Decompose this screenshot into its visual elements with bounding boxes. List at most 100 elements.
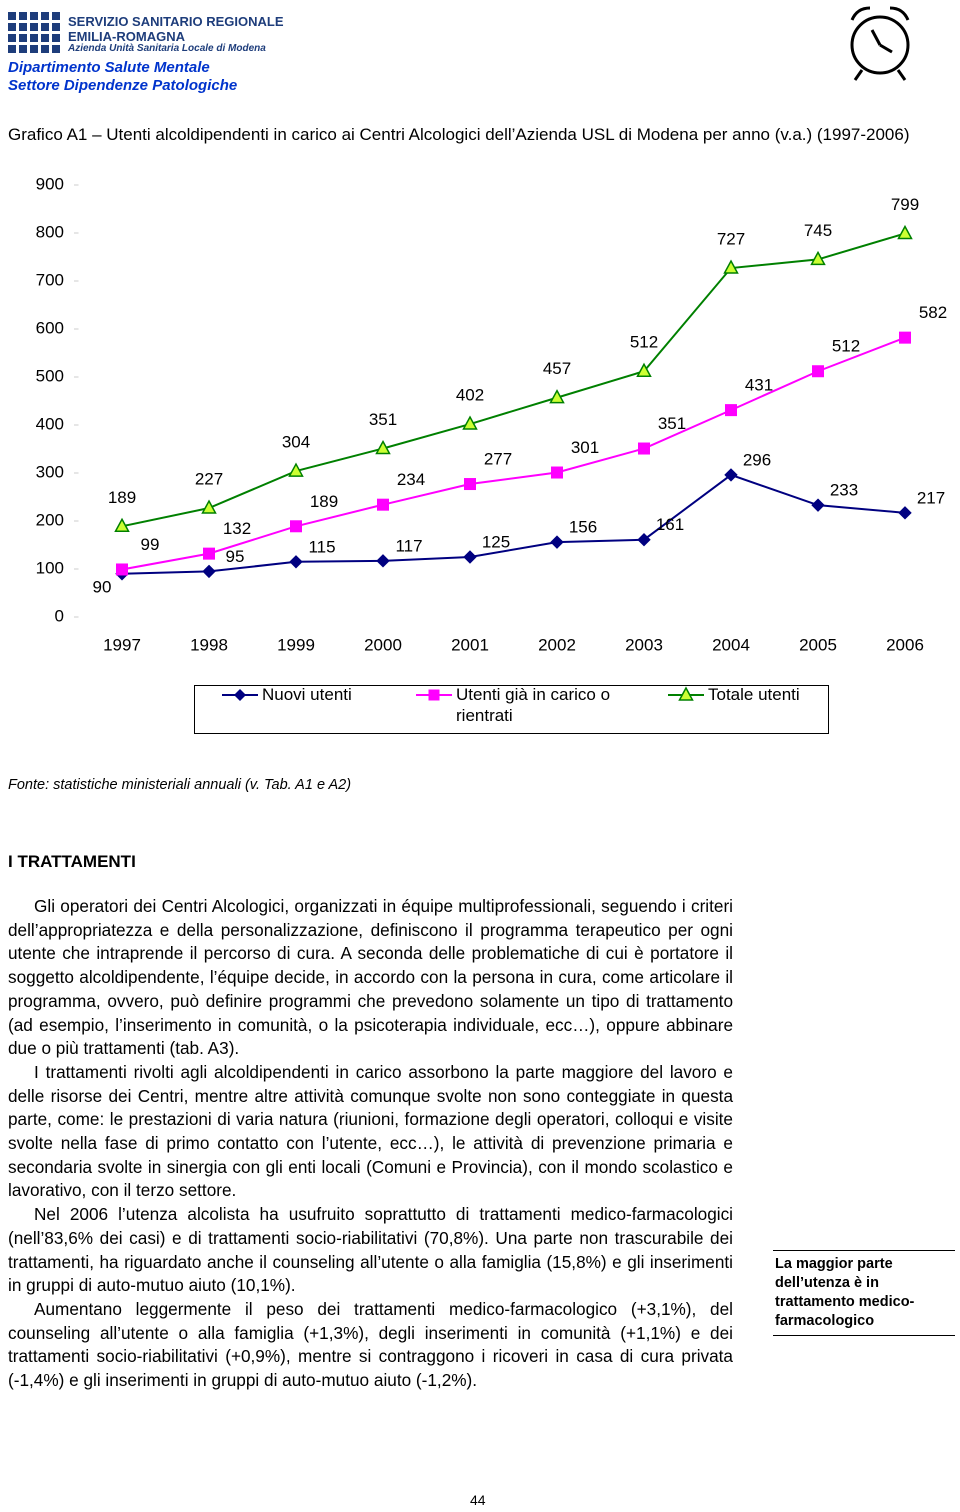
x-tick-label: 2001 [451, 635, 489, 654]
y-tick-label: 200 [36, 510, 64, 529]
legend-marker [234, 689, 246, 701]
data-label: 402 [456, 386, 484, 405]
series-line [121, 232, 906, 528]
x-tick-label: 1997 [103, 635, 141, 654]
data-point [723, 259, 739, 274]
body-text: Gli operatori dei Centri Alcologici, org… [8, 895, 733, 1393]
data-label: 512 [832, 337, 860, 356]
data-label: 161 [656, 515, 684, 534]
sidenote: La maggior parte dell’utenza è in tratta… [773, 1250, 955, 1336]
y-tick-label: 400 [36, 414, 64, 433]
data-label: 431 [745, 376, 773, 395]
data-point [289, 555, 303, 569]
data-label: 90 [93, 577, 112, 596]
data-point [376, 554, 390, 568]
data-point [290, 520, 302, 533]
data-point [377, 498, 389, 511]
y-tick-label: 800 [36, 222, 64, 241]
x-tick-label: 1998 [190, 635, 228, 654]
series-line [121, 473, 906, 575]
data-label: 233 [830, 481, 858, 500]
data-point [897, 224, 913, 240]
clock-icon [850, 6, 910, 81]
x-tick-label: 2005 [799, 635, 837, 654]
legend-marker [428, 689, 440, 701]
data-point [116, 563, 128, 576]
legend-item: Utenti già in carico o rientrati [456, 685, 611, 725]
chart-title: Grafico A1 – Utenti alcoldipendenti in c… [8, 125, 910, 144]
x-tick-label: 2003 [625, 635, 663, 654]
data-label: 301 [571, 438, 599, 457]
data-label: 125 [482, 532, 510, 551]
data-point [201, 499, 217, 514]
y-tick-label: 600 [36, 318, 64, 337]
data-label: 727 [717, 230, 745, 249]
y-tick-label: 700 [36, 270, 64, 289]
section-title: I TRATTAMENTI [8, 852, 136, 871]
data-label: 799 [891, 195, 919, 214]
data-point [636, 362, 652, 377]
data-point [637, 533, 651, 547]
data-point [810, 250, 826, 266]
data-point [724, 468, 738, 482]
data-label: 457 [543, 359, 571, 378]
data-point [464, 478, 476, 491]
org-name: SERVIZIO SANITARIO REGIONALE [68, 14, 284, 29]
data-point [203, 547, 215, 560]
data-point [638, 442, 650, 455]
page-number: 44 [470, 1492, 486, 1508]
data-point [288, 462, 304, 477]
sector: Settore Dipendenze Patologiche [8, 77, 238, 94]
data-point [898, 506, 912, 520]
data-point [375, 439, 391, 455]
x-tick-label: 2002 [538, 635, 576, 654]
data-label: 351 [658, 414, 686, 433]
data-label: 304 [282, 433, 310, 452]
data-point [549, 389, 565, 404]
y-tick-label: 900 [36, 174, 64, 193]
y-tick-label: 0 [55, 606, 64, 625]
data-label: 227 [195, 470, 223, 489]
data-label: 745 [804, 221, 832, 240]
department: Dipartimento Salute Mentale [8, 59, 210, 76]
legend-box [194, 685, 829, 734]
data-point [463, 550, 477, 564]
data-label: 217 [917, 488, 945, 507]
data-point [202, 564, 216, 579]
data-label: 99 [141, 535, 160, 554]
org-region: EMILIA-ROMAGNA [68, 29, 185, 44]
data-point [114, 517, 130, 533]
series-line [121, 336, 906, 571]
legend-label: Nuovi utenti [262, 685, 352, 704]
data-label: 95 [226, 547, 245, 566]
data-label: 132 [223, 519, 251, 538]
source-note: Fonte: statistiche ministeriali annuali … [8, 777, 352, 793]
data-label: 582 [919, 303, 947, 322]
legend-item: Nuovi utenti [262, 685, 352, 704]
legend-item: Totale utenti [708, 685, 800, 704]
data-label: 189 [310, 492, 338, 511]
data-label: 189 [108, 488, 136, 507]
legend-label: Utenti già in carico o rientrati [456, 685, 611, 725]
logo [8, 12, 60, 53]
data-label: 351 [369, 410, 397, 429]
data-point [899, 331, 911, 344]
paragraph: Aumentano leggermente il peso dei tratta… [8, 1298, 733, 1391]
y-tick-label: 500 [36, 366, 64, 385]
y-tick-label: 100 [36, 558, 64, 577]
data-label: 156 [569, 518, 597, 537]
data-point [812, 365, 824, 378]
data-label: 296 [743, 450, 771, 469]
data-label: 277 [484, 450, 512, 469]
paragraph: Nel 2006 l’utenza alcolista ha usufruito… [8, 1204, 733, 1296]
data-point [462, 415, 478, 430]
data-label: 234 [397, 470, 425, 489]
data-point [725, 404, 737, 417]
paragraph: I trattamenti rivolti agli alcoldipenden… [8, 1061, 733, 1201]
y-tick-label: 300 [36, 462, 64, 481]
paragraph: Gli operatori dei Centri Alcologici, org… [8, 896, 733, 1059]
data-label: 117 [395, 536, 422, 555]
x-tick-label: 2004 [712, 635, 750, 654]
